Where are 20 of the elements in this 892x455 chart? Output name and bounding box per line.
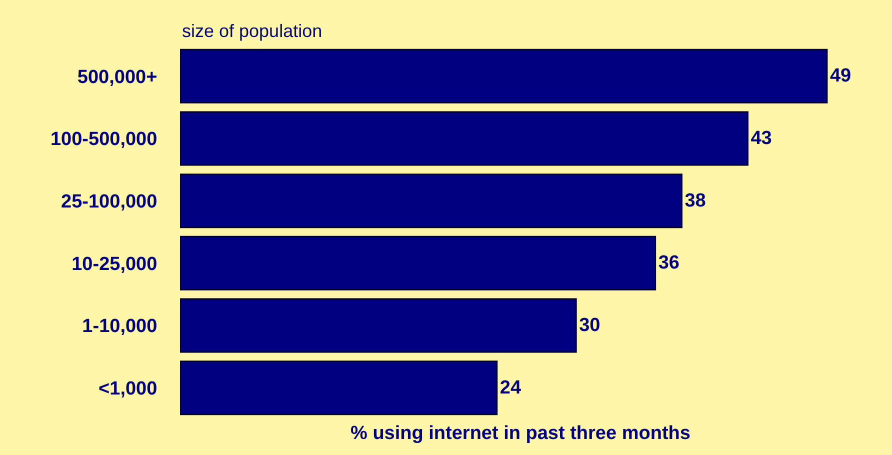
y-axis-title: size of population bbox=[182, 21, 322, 41]
y-tick-label: 1-10,000 bbox=[82, 316, 158, 338]
y-tick-label: 100-500,000 bbox=[50, 129, 158, 150]
y-tick-label: 25-100,000 bbox=[61, 191, 158, 212]
data-label: 43 bbox=[750, 128, 772, 149]
data-label: 24 bbox=[500, 377, 522, 398]
data-label: 30 bbox=[579, 315, 600, 336]
bar bbox=[180, 111, 748, 166]
bar bbox=[180, 48, 828, 104]
x-axis-title: % using internet in past three months bbox=[350, 422, 690, 444]
y-tick-label: 10-25,000 bbox=[72, 254, 158, 275]
bar bbox=[180, 298, 577, 353]
data-label: 38 bbox=[684, 190, 706, 212]
data-label: 49 bbox=[830, 66, 852, 87]
bar bbox=[180, 174, 682, 228]
data-label: 36 bbox=[658, 252, 680, 274]
y-tick-label: <1,000 bbox=[98, 378, 158, 400]
bar bbox=[180, 236, 656, 290]
bar bbox=[180, 360, 498, 416]
y-tick-label: 500,000+ bbox=[77, 66, 158, 88]
